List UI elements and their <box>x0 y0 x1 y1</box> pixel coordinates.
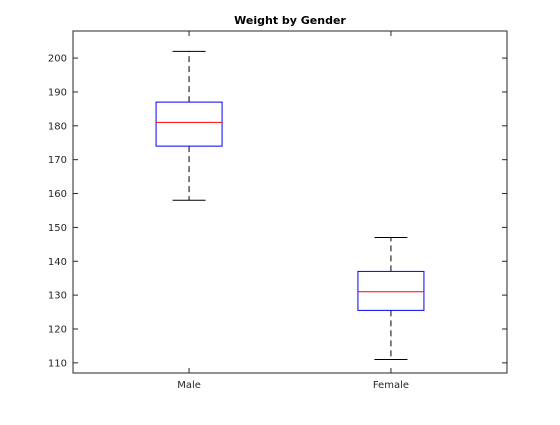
x-tick-label: Male <box>177 380 201 391</box>
y-tick-label: 170 <box>48 155 67 166</box>
box-female <box>357 237 425 360</box>
box-series <box>155 50 425 360</box>
y-tick-label: 110 <box>48 358 67 369</box>
y-tick-label: 130 <box>48 291 67 302</box>
y-tick-label: 190 <box>48 87 67 98</box>
y-tick-label: 150 <box>48 223 67 234</box>
plot-area <box>72 30 508 374</box>
x-axis: Male Female <box>177 31 409 391</box>
chart-title: Weight by Gender <box>234 14 346 27</box>
y-tick-label: 120 <box>48 324 67 335</box>
y-tick-label: 140 <box>48 257 67 268</box>
iqr-box <box>357 270 425 311</box>
x-tick-label: Female <box>373 380 409 391</box>
y-axis: 110 120 130 140 150 160 170 180 190 200 <box>48 54 507 369</box>
y-tick-label: 200 <box>48 54 67 65</box>
iqr-box <box>155 101 223 147</box>
y-tick-label: 160 <box>48 189 67 200</box>
y-tick-label: 180 <box>48 121 67 132</box>
box-male <box>155 50 223 201</box>
